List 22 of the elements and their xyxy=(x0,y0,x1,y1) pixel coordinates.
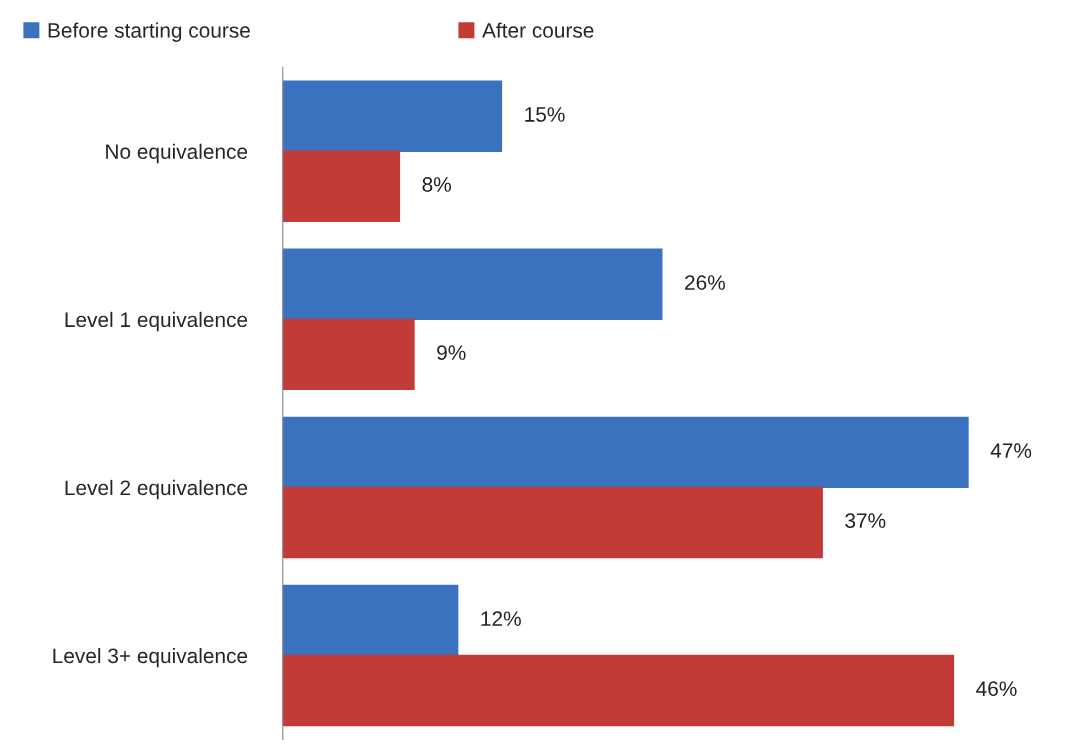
data-label: 8% xyxy=(422,177,451,192)
y-tick-label: Level 2 equivalence xyxy=(65,479,248,500)
bar xyxy=(282,248,663,321)
bar xyxy=(282,416,969,489)
data-label: 37% xyxy=(845,513,886,529)
bar xyxy=(282,318,415,391)
data-label: 26% xyxy=(685,275,725,290)
data-label: 47% xyxy=(990,443,1032,458)
bar xyxy=(282,150,401,222)
data-label: 9% xyxy=(437,345,466,360)
data-label: 15% xyxy=(525,107,565,122)
bar xyxy=(282,80,503,152)
bar xyxy=(282,486,823,559)
bar xyxy=(282,584,459,657)
y-tick-label: Level 1 equivalence xyxy=(65,311,248,332)
bar xyxy=(282,654,955,727)
data-label: 46% xyxy=(976,681,1017,697)
y-tick-label: No equivalence xyxy=(106,143,248,164)
legend-label: After course xyxy=(482,22,594,38)
data-label: 12% xyxy=(481,611,521,626)
legend-label: Before starting course xyxy=(48,22,250,42)
y-tick-label: Level 3+ equivalence xyxy=(53,647,248,668)
